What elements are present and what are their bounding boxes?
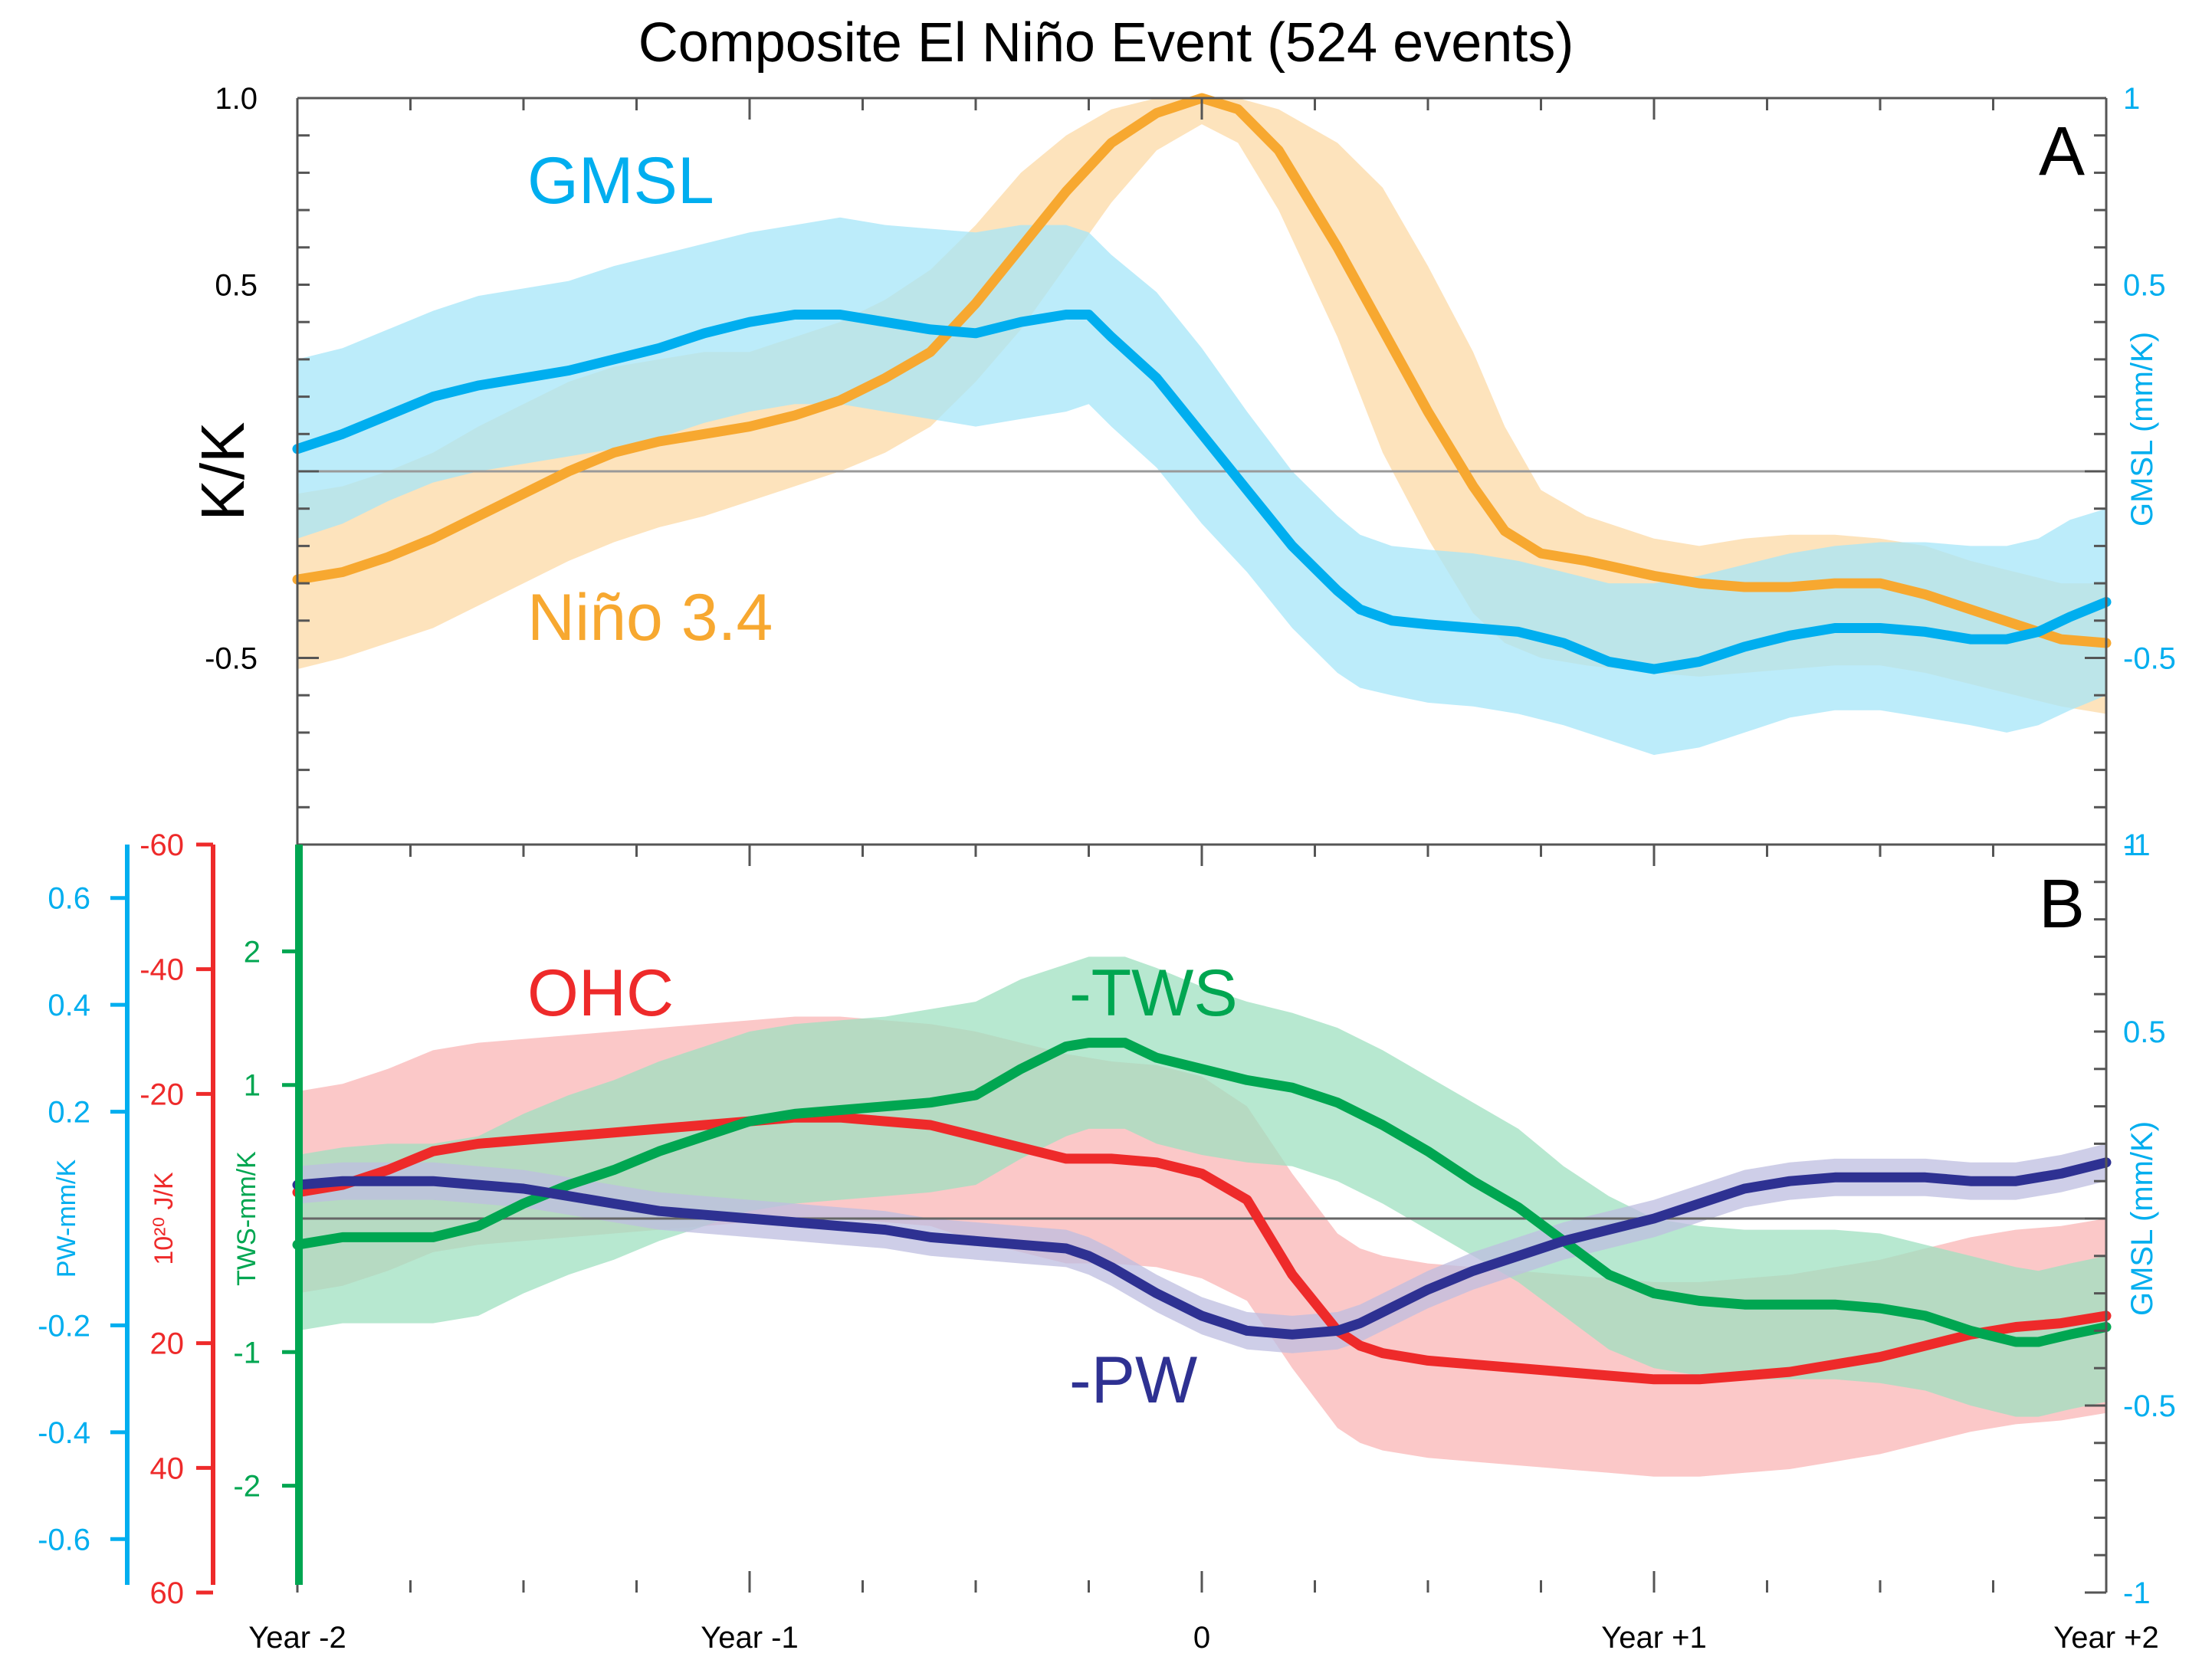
panel-b-axes: 1 0.5 -0.5 -1 -0.6 -0.4 -0.2 0.2 0.4 0.6 60 40 20 -20… (38, 828, 2176, 1610)
y2-tick-label: -1 (2123, 1576, 2151, 1610)
panel-b-bands (297, 956, 2106, 1477)
panel-b-lines (292, 1038, 2112, 1385)
x-tick-label: Year +2 (2053, 1621, 2159, 1655)
y2-tick-label: 0.5 (2123, 1015, 2166, 1049)
tws-line (292, 1038, 2112, 1347)
x-tick-label: Year -1 (701, 1621, 799, 1655)
y-tick-label: -0.5 (205, 642, 258, 676)
y2-tick-label: 1 (2123, 82, 2140, 116)
gmsl-series-label: GMSL (527, 144, 714, 218)
x-axis-labels: Year -2 Year -1 0 Year +1 Year +2 (248, 1621, 2159, 1655)
y2-tick-label: -1 (2123, 828, 2151, 862)
pw-axis-tick-label: 0.4 (48, 989, 90, 1022)
ohc-axis-title: 10²⁰ J/K (149, 1172, 179, 1265)
y2-tick-label: 1 (2123, 828, 2140, 862)
tws-series-label: -TWS (1069, 956, 1238, 1030)
y2-tick-label: -0.5 (2123, 642, 2176, 676)
panel-b: 1 0.5 -0.5 -1 -0.6 -0.4 -0.2 0.2 0.4 0.6 60 40 20 -20… (38, 828, 2176, 1610)
panel-a-y2label: GMSL (mm/K) (2125, 332, 2159, 527)
panel-b-label: B (2039, 866, 2085, 943)
pw-axis-title: PW-mm/K (52, 1160, 81, 1278)
y-tick-label: 0.5 (215, 269, 258, 303)
ohc-axis-tick-label: 40 (150, 1452, 185, 1485)
ohc-axis-tick-label: -20 (139, 1078, 184, 1111)
nino34-series-label: Niño 3.4 (527, 581, 773, 654)
y-tick-label: 1.0 (215, 82, 258, 116)
panel-a-label: A (2039, 113, 2085, 190)
ni-o-3-4-band (297, 98, 2106, 714)
chart-title: Composite El Niño Event (524 events) (638, 12, 1574, 74)
x-tick-label: 0 (1193, 1621, 1210, 1655)
tws-axis-tick-label: 2 (244, 935, 261, 969)
x-tick-label: Year -2 (248, 1621, 346, 1655)
tws-band (297, 956, 2106, 1417)
panel-a-ylabel: K/K (189, 422, 257, 521)
y2-tick-label: 0.5 (2123, 269, 2166, 303)
ohc-axis-tick-label: -60 (139, 828, 184, 862)
ohc-axis-tick-label: -40 (139, 953, 184, 987)
ohc-line (292, 1112, 2112, 1385)
gmsl-band (297, 217, 2106, 756)
tws-axis-title: TWS-mm/K (232, 1151, 261, 1286)
panel-b-y2label: GMSL (mm/K) (2125, 1121, 2159, 1316)
tws-axis-tick-label: -2 (233, 1470, 261, 1504)
tws-axis-tick-label: -1 (233, 1336, 261, 1370)
pw-axis-tick-label: -0.6 (38, 1523, 90, 1557)
ohc-axis-tick-label: 20 (150, 1327, 185, 1361)
pw-axis-tick-label: 0.6 (48, 882, 90, 916)
ohc-axis-tick-label: 60 (150, 1576, 185, 1610)
x-tick-label: Year +1 (1601, 1621, 1707, 1655)
panel-a-bands (297, 98, 2106, 756)
pw-series-label: -PW (1069, 1343, 1197, 1417)
pw-axis-tick-label: -0.2 (38, 1309, 90, 1343)
tws-axis-tick-label: 1 (244, 1069, 261, 1103)
ohc-series-label: OHC (527, 956, 674, 1030)
y2-tick-label: -0.5 (2123, 1389, 2176, 1423)
panel-a-axes: 1.0 0.5 -0.5 1 0.5 -0.5 -1 (205, 82, 2176, 862)
gmsl-line (292, 310, 2112, 674)
pw-axis-tick-label: -0.4 (38, 1416, 90, 1450)
panel-a: 1.0 0.5 -0.5 1 0.5 -0.5 -1 A GMSL Niño 3.4 K/K… (189, 82, 2176, 862)
pw-line (292, 1157, 2112, 1340)
pw-axis-tick-label: 0.2 (48, 1096, 90, 1130)
